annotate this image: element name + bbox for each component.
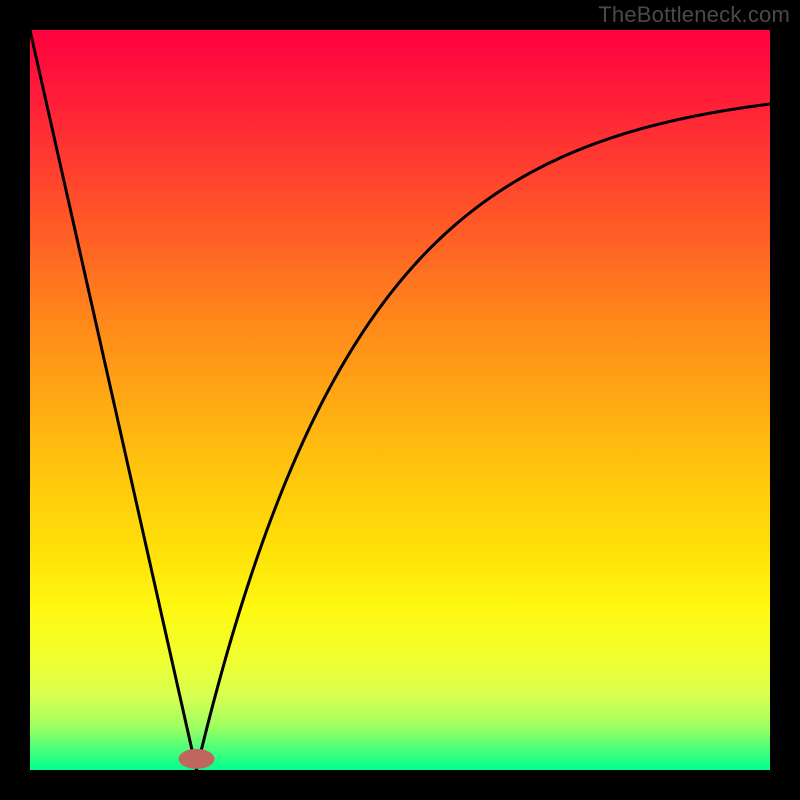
valley-marker [179,749,215,769]
chart-svg [0,0,800,800]
watermark-text: TheBottleneck.com [598,2,790,28]
chart-container: TheBottleneck.com [0,0,800,800]
plot-gradient-area [30,30,770,770]
